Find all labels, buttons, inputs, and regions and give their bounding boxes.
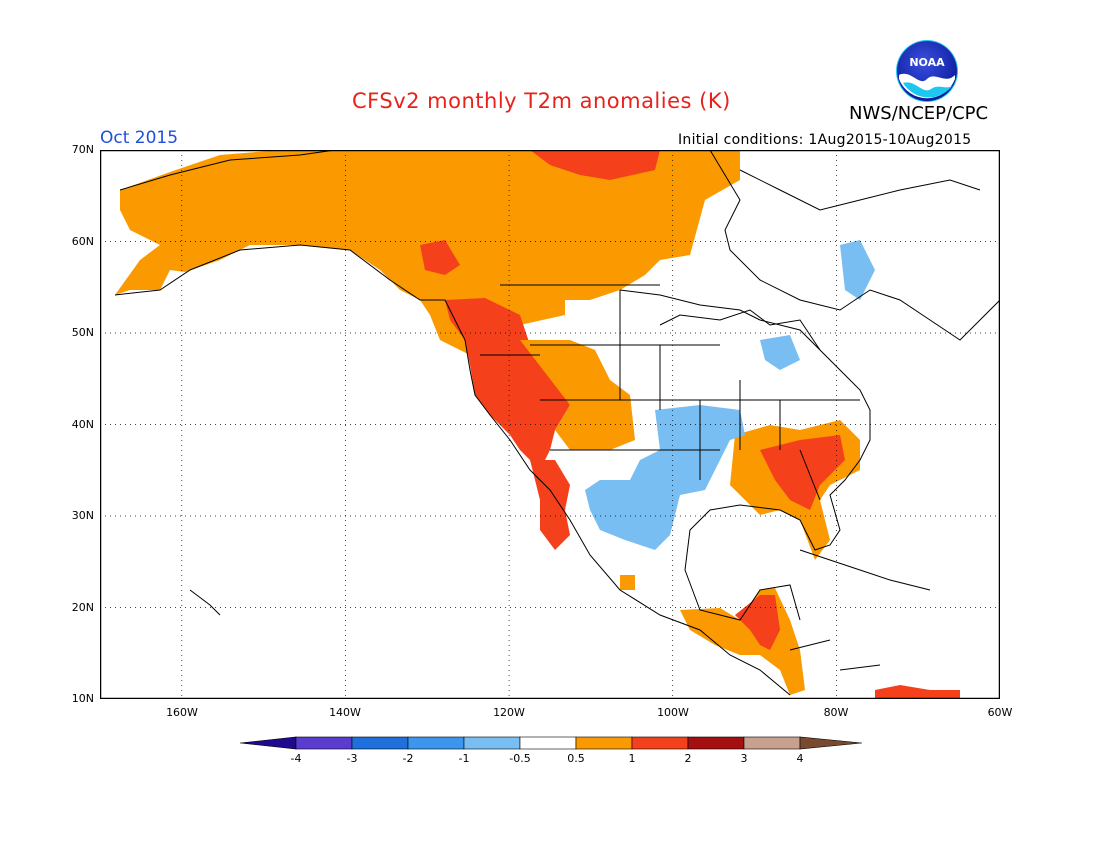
map-frame [100, 150, 1000, 699]
lon-label: 140W [329, 706, 361, 719]
warm-anomaly-layer [115, 150, 960, 699]
lat-label: 40N [71, 418, 94, 431]
colorbar-label: 2 [684, 752, 692, 765]
colorbar-label: 0.5 [567, 752, 585, 765]
org-label: NWS/NCEP/CPC [849, 103, 989, 124]
lat-label: 50N [71, 326, 94, 339]
colorbar-segment [743, 736, 801, 750]
map-title: CFSv2 monthly T2m anomalies (K) [352, 89, 731, 113]
colorbar-label: -1 [458, 752, 470, 765]
colorbar-segment [351, 736, 409, 750]
period-label: Oct 2015 [100, 128, 179, 148]
colorbar-segment [407, 736, 465, 750]
lat-label: 20N [71, 601, 94, 614]
colorbar-segment [239, 736, 297, 750]
colorbar-label: -2 [402, 752, 414, 765]
colorbar-segment [687, 736, 745, 750]
lat-label: 10N [71, 692, 94, 705]
colorbar-segment [799, 736, 863, 750]
lat-label: 60N [71, 235, 94, 248]
lat-label: 30N [71, 509, 94, 522]
colorbar-label: 3 [740, 752, 748, 765]
lon-label: 80W [823, 706, 849, 719]
colorbar-segment [295, 736, 353, 750]
colorbar-label: -0.5 [509, 752, 531, 765]
colorbar-segment [575, 736, 633, 750]
gridlines [100, 150, 1000, 699]
lon-label: 160W [166, 706, 198, 719]
colorbar-segment [519, 736, 577, 750]
colorbar-label: 1 [628, 752, 636, 765]
colorbar-segment [463, 736, 521, 750]
colorbar-label: 4 [796, 752, 804, 765]
colorbar-segment [631, 736, 689, 750]
coastline-layer [114, 150, 1000, 696]
colorbar-label: -4 [290, 752, 302, 765]
anomaly-map [100, 150, 1000, 699]
initial-conditions-label: Initial conditions: 1Aug2015-10Aug2015 [678, 132, 972, 148]
lon-label: 120W [493, 706, 525, 719]
noaa-logo-icon: NOAA [895, 39, 959, 103]
cool-anomaly-layer [585, 240, 875, 550]
colorbar [239, 736, 863, 750]
logo-text: NOAA [909, 56, 945, 69]
lon-label: 60W [987, 706, 1013, 719]
lon-label: 100W [657, 706, 689, 719]
colorbar-label: -3 [346, 752, 358, 765]
lat-label: 70N [71, 143, 94, 156]
